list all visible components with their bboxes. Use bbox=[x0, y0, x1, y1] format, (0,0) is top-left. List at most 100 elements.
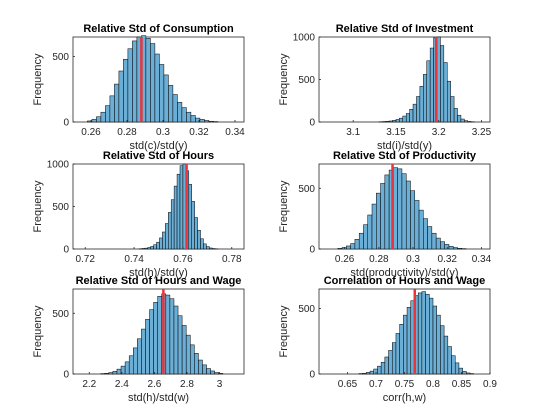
y-tick-label: 0 bbox=[309, 370, 315, 381]
histogram-bar bbox=[363, 225, 367, 249]
axes-box bbox=[319, 37, 490, 122]
x-tick-label: 0.8 bbox=[426, 379, 440, 390]
histogram-bar bbox=[366, 372, 370, 374]
histogram-bar bbox=[381, 362, 385, 374]
histogram-bar bbox=[162, 232, 165, 249]
histogram-bar bbox=[109, 373, 113, 374]
histogram-bar bbox=[389, 350, 393, 374]
histogram-bar bbox=[429, 298, 433, 374]
histogram-bar bbox=[453, 248, 457, 249]
histogram-bar bbox=[189, 184, 192, 249]
histogram-bar bbox=[128, 49, 132, 122]
histogram-bar bbox=[182, 108, 187, 122]
histogram-bar bbox=[374, 369, 378, 374]
histogram-bar bbox=[194, 353, 198, 374]
histogram-bar bbox=[426, 294, 430, 374]
histogram-bar bbox=[168, 212, 171, 249]
chart-title: Relative Std of Hours and Wage bbox=[76, 275, 242, 287]
histogram-bar bbox=[396, 333, 400, 374]
histogram-bar bbox=[423, 219, 427, 249]
histogram-bar bbox=[165, 224, 168, 250]
histogram-bar bbox=[164, 75, 169, 122]
histogram-bar bbox=[418, 293, 422, 374]
histogram-bar bbox=[355, 239, 359, 249]
histogram-bar bbox=[440, 46, 443, 123]
histogram-bar bbox=[427, 61, 430, 122]
histogram-bar bbox=[399, 118, 402, 122]
subplot-3: 0.72 0.74 0.76 0.78 0 500 1000 Relative Std of … bbox=[32, 150, 244, 279]
histogram-bar bbox=[458, 248, 462, 249]
histogram-bar bbox=[174, 186, 177, 249]
histogram-bar bbox=[202, 365, 206, 374]
histogram-bar bbox=[206, 247, 209, 249]
histogram-bar bbox=[415, 200, 419, 249]
histogram-bar bbox=[173, 95, 178, 122]
histogram-bar bbox=[148, 247, 151, 249]
histogram-bar bbox=[403, 315, 407, 374]
histogram-bar bbox=[454, 108, 457, 122]
histogram-bar bbox=[155, 54, 160, 122]
histogram-bar bbox=[449, 246, 453, 249]
x-tick-label: 0.75 bbox=[395, 379, 415, 390]
histogram-bar bbox=[113, 371, 117, 374]
histogram-bar bbox=[393, 168, 397, 249]
histogram-bar bbox=[110, 96, 115, 122]
histogram-bar bbox=[119, 71, 124, 122]
histogram-bar bbox=[209, 121, 214, 122]
histogram-bar bbox=[190, 345, 194, 374]
histogram-bar bbox=[363, 373, 367, 374]
histogram-bar bbox=[150, 44, 155, 122]
histogram-bar bbox=[406, 181, 410, 249]
histogram-bar bbox=[463, 371, 467, 374]
histogram-bar bbox=[142, 248, 145, 249]
histogram-bar bbox=[447, 81, 450, 122]
x-tick-label: 0.65 bbox=[338, 379, 358, 390]
chart-title: Relative Std of Consumption bbox=[83, 23, 234, 35]
histogram-bar bbox=[444, 336, 448, 374]
histogram-bar bbox=[174, 306, 178, 374]
x-axis-label: std(h)/std(w) bbox=[128, 392, 189, 404]
axes-box bbox=[73, 164, 244, 249]
histogram-bar bbox=[396, 119, 399, 122]
y-axis-label: Frequency bbox=[32, 53, 44, 105]
histogram-bar bbox=[422, 292, 426, 374]
x-tick-label: 0.26 bbox=[81, 127, 101, 138]
histogram-bar bbox=[393, 120, 396, 122]
histogram-bar bbox=[407, 307, 411, 374]
histogram-bar bbox=[154, 302, 158, 374]
histogram-bar bbox=[137, 339, 141, 374]
histogram-bar bbox=[368, 215, 372, 249]
histogram-bar bbox=[437, 315, 441, 374]
y-tick-label: 1000 bbox=[47, 160, 70, 171]
y-tick-label: 500 bbox=[52, 309, 69, 320]
histogram-bar bbox=[200, 119, 205, 122]
y-tick-label: 0 bbox=[309, 245, 315, 256]
subplot-1: 0.26 0.28 0.3 0.32 0.34 0 500 Relative Std of C… bbox=[32, 23, 245, 152]
histogram-bar bbox=[436, 238, 440, 249]
histogram-bar bbox=[468, 121, 471, 122]
histogram-bar bbox=[461, 119, 464, 122]
histogram-bar bbox=[351, 244, 355, 249]
x-tick-label: 3 bbox=[217, 379, 223, 390]
x-tick-label: 0.28 bbox=[369, 254, 389, 265]
y-tick-label: 500 bbox=[52, 52, 69, 63]
histogram-bar bbox=[198, 230, 201, 249]
histogram-bar bbox=[377, 366, 381, 374]
histogram-bar bbox=[203, 244, 206, 249]
histogram-bar bbox=[101, 112, 106, 122]
histogram-bar bbox=[145, 319, 149, 374]
histogram-bar bbox=[346, 246, 350, 249]
histogram-bar bbox=[444, 63, 447, 123]
histogram-bar bbox=[406, 114, 409, 123]
x-tick-label: 2.8 bbox=[180, 379, 194, 390]
x-tick-label: 3.25 bbox=[472, 127, 492, 138]
histogram-bar bbox=[419, 210, 423, 249]
histogram-bar bbox=[466, 373, 470, 374]
x-tick-label: 0.3 bbox=[406, 254, 420, 265]
histogram-bar bbox=[413, 104, 416, 122]
y-tick-label: 0 bbox=[63, 118, 69, 129]
histogram-bar bbox=[338, 248, 342, 249]
x-axis-label: corr(h,w) bbox=[383, 392, 426, 404]
histogram-bar bbox=[177, 174, 180, 249]
y-axis-label: Frequency bbox=[278, 305, 290, 357]
